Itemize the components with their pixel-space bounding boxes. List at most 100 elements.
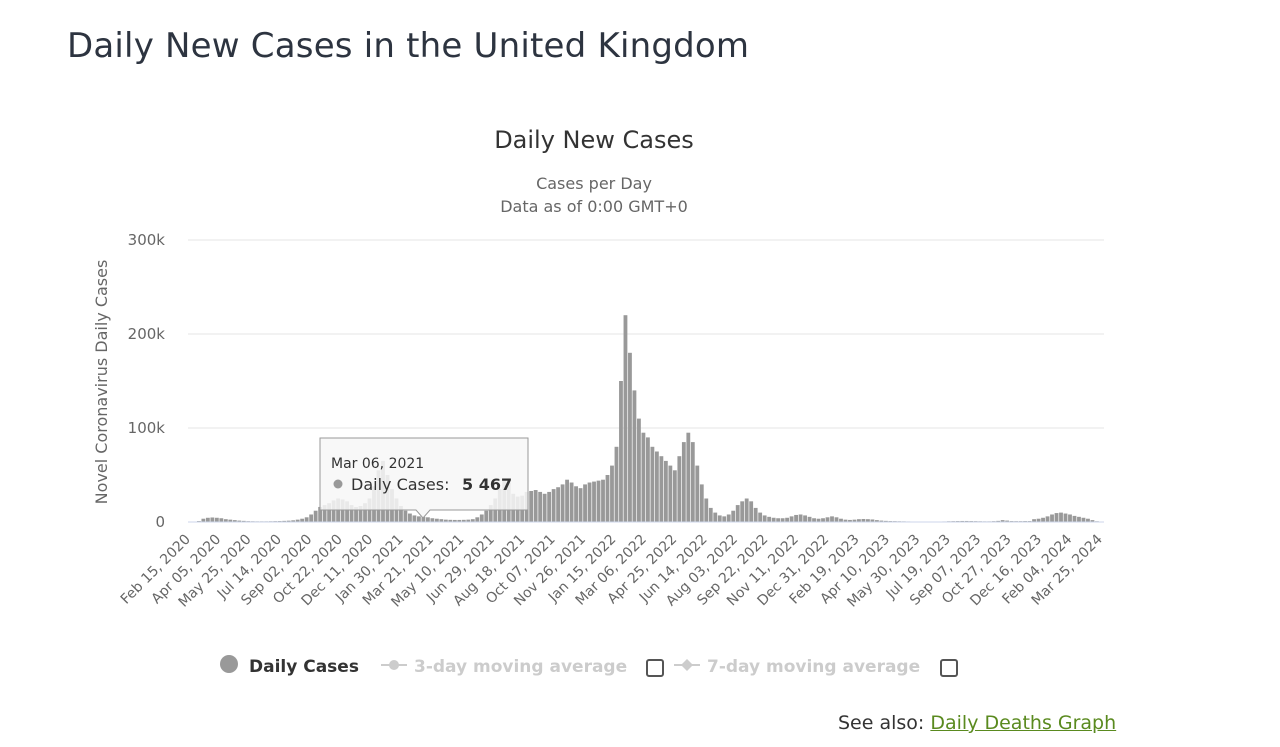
bar[interactable]	[735, 505, 740, 522]
bar[interactable]	[839, 518, 843, 522]
bar[interactable]	[964, 520, 969, 522]
bar[interactable]	[771, 517, 776, 522]
bar[interactable]	[214, 517, 219, 522]
bar[interactable]	[461, 519, 466, 522]
bar[interactable]	[704, 498, 709, 523]
bar[interactable]	[533, 490, 538, 522]
bar[interactable]	[327, 503, 332, 522]
bar[interactable]	[201, 518, 206, 522]
bar[interactable]	[614, 446, 619, 522]
bar[interactable]	[681, 442, 686, 522]
bar[interactable]	[852, 519, 857, 522]
bar[interactable]	[623, 315, 628, 522]
bar[interactable]	[628, 352, 632, 522]
bar[interactable]	[663, 460, 668, 522]
bar[interactable]	[452, 519, 457, 522]
bar[interactable]	[960, 520, 965, 522]
bar[interactable]	[812, 518, 816, 522]
bar[interactable]	[1086, 518, 1090, 522]
bar[interactable]	[358, 506, 363, 522]
bar[interactable]	[574, 486, 578, 522]
bar[interactable]	[1036, 518, 1041, 522]
bar[interactable]	[417, 516, 421, 522]
bar[interactable]	[641, 432, 646, 522]
bar[interactable]	[866, 519, 870, 522]
bar[interactable]	[412, 515, 417, 522]
bar[interactable]	[780, 518, 785, 522]
bar[interactable]	[560, 484, 565, 522]
bar[interactable]	[785, 517, 790, 522]
bar[interactable]	[354, 506, 358, 522]
bar[interactable]	[479, 514, 484, 522]
bar[interactable]	[996, 520, 1001, 522]
bar[interactable]	[1081, 517, 1086, 522]
bar[interactable]	[672, 470, 677, 522]
bar[interactable]	[798, 514, 803, 522]
bar[interactable]	[488, 505, 493, 522]
bar[interactable]	[237, 520, 242, 522]
bar[interactable]	[542, 493, 547, 522]
bar[interactable]	[1063, 513, 1068, 522]
bar[interactable]	[830, 516, 834, 522]
bar[interactable]	[210, 517, 215, 522]
bar[interactable]	[578, 488, 583, 522]
bar[interactable]	[421, 516, 426, 522]
bar[interactable]	[605, 475, 610, 522]
bar[interactable]	[232, 520, 237, 522]
bar[interactable]	[619, 381, 623, 522]
bar[interactable]	[1050, 514, 1054, 522]
bar[interactable]	[475, 517, 480, 522]
bar[interactable]	[610, 465, 614, 522]
bar[interactable]	[282, 520, 287, 522]
bar[interactable]	[632, 390, 637, 522]
bar[interactable]	[1090, 520, 1095, 522]
bar[interactable]	[340, 499, 345, 522]
bar[interactable]	[304, 517, 309, 522]
bar[interactable]	[879, 520, 884, 522]
bar[interactable]	[722, 516, 727, 522]
bar[interactable]	[1077, 516, 1081, 522]
bar[interactable]	[794, 514, 798, 522]
bar[interactable]	[637, 418, 641, 522]
bar[interactable]	[439, 519, 444, 522]
bar[interactable]	[1000, 520, 1005, 522]
bar[interactable]	[1032, 519, 1036, 522]
bar[interactable]	[1068, 514, 1072, 522]
bar[interactable]	[825, 517, 830, 522]
bar[interactable]	[1072, 515, 1077, 522]
legend-item-7-day-average[interactable]: 7-day moving average	[674, 657, 920, 677]
bar[interactable]	[668, 465, 673, 522]
bar[interactable]	[466, 519, 471, 522]
bar[interactable]	[731, 510, 736, 522]
bar[interactable]	[219, 518, 224, 522]
bar[interactable]	[318, 506, 323, 522]
bar[interactable]	[484, 510, 489, 522]
bar[interactable]	[587, 482, 592, 522]
bar[interactable]	[551, 489, 556, 522]
bar[interactable]	[403, 510, 408, 522]
bar[interactable]	[241, 520, 246, 522]
bar[interactable]	[848, 519, 852, 522]
checkbox-3-day-average[interactable]	[646, 659, 664, 677]
bar[interactable]	[345, 501, 349, 522]
bar[interactable]	[547, 491, 552, 522]
bar[interactable]	[713, 512, 718, 522]
bar[interactable]	[861, 518, 866, 522]
bar[interactable]	[695, 465, 700, 522]
bar[interactable]	[767, 516, 772, 522]
bar[interactable]	[601, 479, 605, 522]
bar[interactable]	[789, 516, 794, 522]
bar[interactable]	[650, 446, 655, 522]
bar[interactable]	[740, 501, 745, 522]
bar[interactable]	[592, 481, 596, 522]
bar[interactable]	[659, 456, 664, 522]
bar[interactable]	[677, 456, 682, 522]
bar[interactable]	[717, 515, 722, 522]
bar[interactable]	[596, 480, 601, 522]
bar[interactable]	[883, 520, 888, 522]
bar[interactable]	[834, 517, 839, 522]
bar[interactable]	[556, 487, 561, 522]
bar[interactable]	[228, 519, 233, 522]
bar[interactable]	[331, 500, 336, 522]
bar[interactable]	[753, 507, 758, 522]
